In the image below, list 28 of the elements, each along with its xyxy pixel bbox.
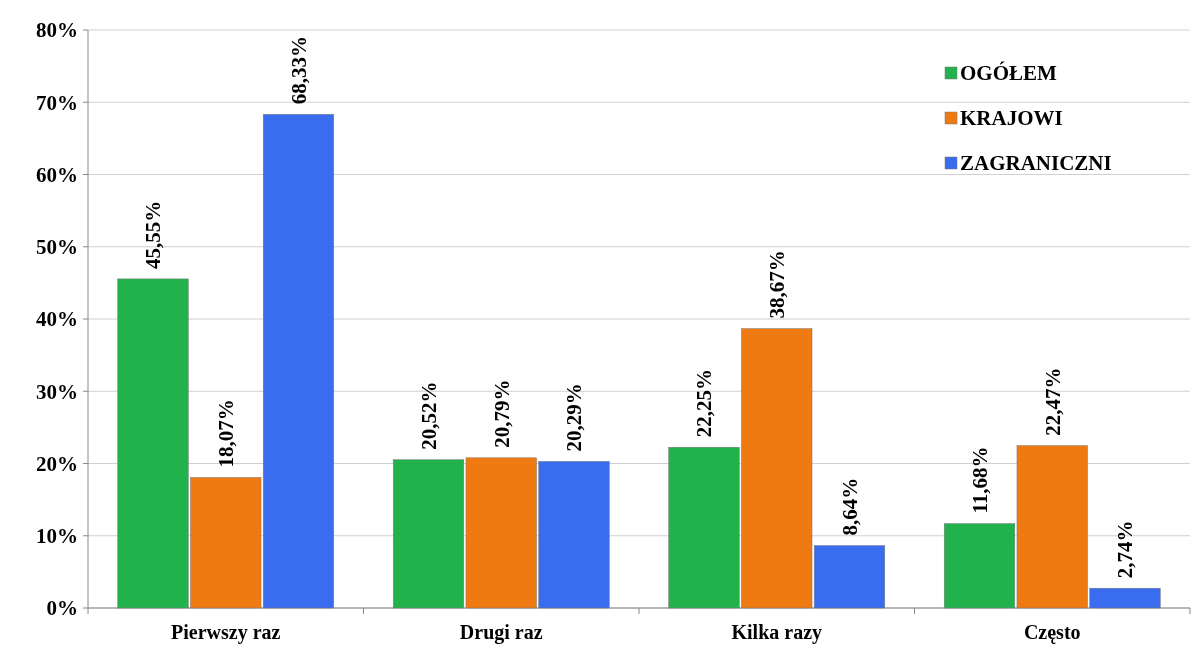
data-label: 20,29%: [562, 383, 587, 452]
x-tick-label: Drugi raz: [459, 621, 543, 644]
y-tick-label: 80%: [36, 18, 78, 43]
y-tick-label: 20%: [36, 451, 78, 476]
data-label: 38,67%: [765, 250, 790, 319]
x-tick-label: Często: [1023, 621, 1081, 644]
y-tick-label: 0%: [46, 596, 78, 621]
y-tick-label: 50%: [36, 235, 78, 260]
data-label: 11,68%: [967, 446, 992, 514]
data-label: 8,64%: [837, 477, 862, 536]
legend-label: OGÓŁEM: [960, 61, 1058, 86]
x-tick-label: Kilka razy: [731, 621, 823, 644]
legend-label: ZAGRANICZNI: [960, 151, 1112, 176]
y-tick-label: 60%: [36, 162, 78, 187]
data-label: 68,33%: [286, 36, 311, 105]
y-tick-label: 40%: [36, 307, 78, 332]
data-label: 45,55%: [141, 200, 166, 269]
data-label: 2,74%: [1113, 520, 1138, 579]
data-label: 22,47%: [1040, 367, 1065, 436]
data-label: 18,07%: [214, 399, 239, 468]
data-label: 20,52%: [416, 381, 441, 450]
data-label: 22,25%: [692, 368, 717, 438]
y-tick-label: 70%: [36, 90, 78, 115]
legend-label: KRAJOWI: [960, 106, 1063, 131]
y-tick-label: 30%: [36, 379, 78, 404]
x-tick-label: Pierwszy raz: [171, 621, 281, 644]
data-label: 20,79%: [489, 379, 514, 448]
y-tick-label: 10%: [36, 524, 78, 549]
